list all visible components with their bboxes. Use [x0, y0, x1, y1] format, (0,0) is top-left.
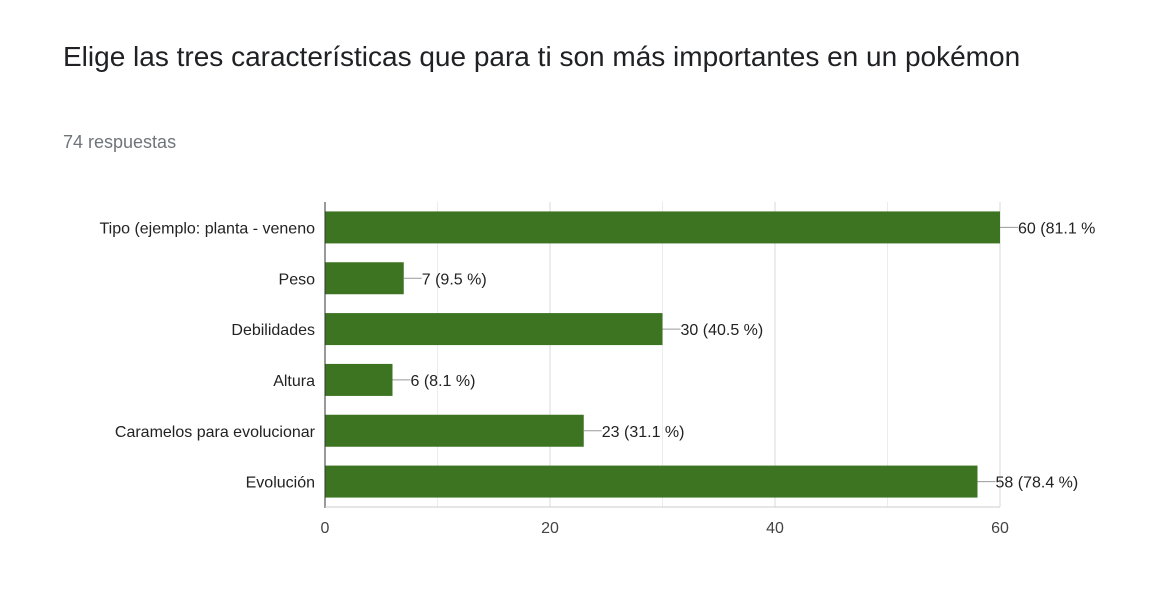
data-label: 7 (9.5 %)	[422, 271, 487, 288]
x-tick-label: 20	[541, 520, 559, 537]
data-label: 30 (40.5 %)	[681, 322, 764, 339]
bar	[325, 465, 978, 498]
x-tick-label: 60	[991, 520, 1009, 537]
category-label: Tipo (ejemplo: planta - veneno	[99, 220, 315, 237]
data-label: 23 (31.1 %)	[602, 424, 685, 441]
data-label: 6 (8.1 %)	[411, 373, 476, 390]
x-tick-label: 40	[766, 520, 784, 537]
bar	[325, 262, 404, 295]
category-label: Debilidades	[231, 322, 315, 339]
bar	[325, 313, 663, 346]
bar	[325, 363, 393, 396]
category-label: Caramelos para evolucionar	[115, 424, 316, 441]
category-label: Altura	[273, 373, 315, 390]
bar	[325, 414, 584, 447]
data-label: 60 (81.1 %	[1018, 220, 1095, 237]
bar	[325, 211, 1000, 244]
category-label: Peso	[279, 271, 316, 288]
category-label: Evolución	[246, 475, 315, 492]
x-tick-label: 0	[321, 520, 330, 537]
response-count: 74 respuestas	[63, 132, 177, 152]
data-label: 58 (78.4 %)	[996, 475, 1079, 492]
chart-title: Elige las tres características que para …	[63, 41, 1021, 72]
